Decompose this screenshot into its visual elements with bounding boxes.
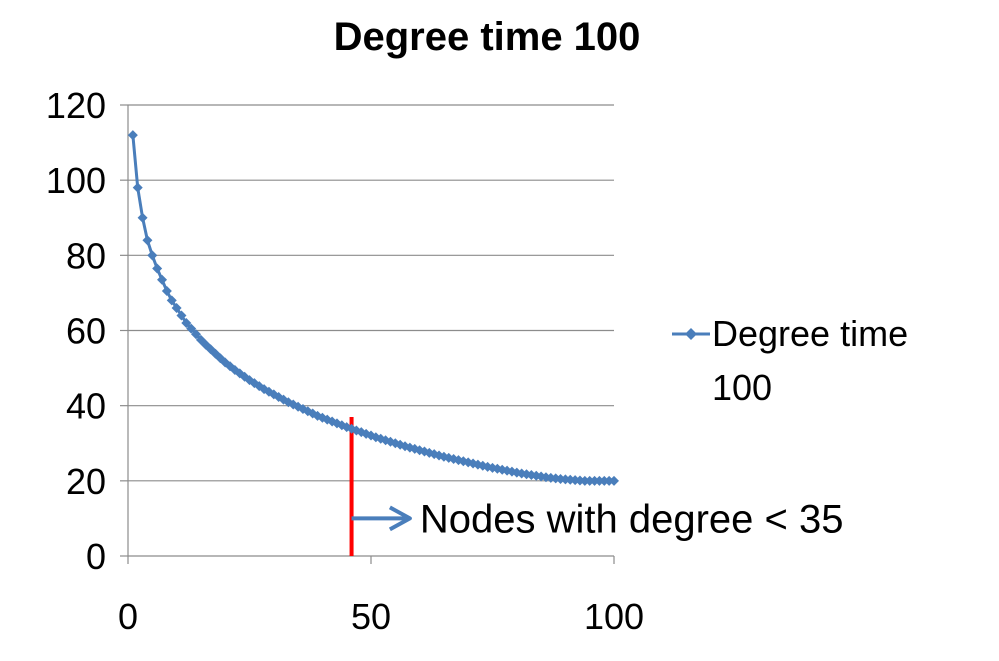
data-point: [137, 212, 148, 223]
y-tick-label: 80: [66, 235, 106, 276]
y-tick-label: 40: [66, 386, 106, 427]
data-point: [171, 302, 182, 313]
annotation-arrow-head: [388, 505, 412, 532]
chart-title: Degree time 100: [334, 15, 641, 59]
y-tick-label: 60: [66, 311, 106, 352]
data-point: [132, 182, 143, 193]
data-point: [186, 323, 197, 334]
data-point: [181, 317, 192, 328]
x-tick-label: 0: [118, 596, 138, 637]
x-axis-ticks: 0 50 100: [118, 596, 644, 637]
data-point: [127, 130, 138, 141]
data-point: [166, 295, 177, 306]
y-tick-label: 20: [66, 461, 106, 502]
annotations: Nodes with degree < 35: [349, 416, 844, 556]
y-tick-label: 100: [46, 160, 106, 201]
annotation-label: Nodes with degree < 35: [420, 497, 844, 541]
y-axis-ticks: 0 20 40 60 80 100 120: [46, 85, 106, 577]
data-point: [609, 475, 619, 486]
axes: [120, 104, 615, 564]
legend-swatch-marker: [685, 328, 697, 340]
y-tick-label: 0: [86, 536, 106, 577]
x-tick-label: 100: [584, 596, 644, 637]
data-point: [502, 465, 513, 476]
series-group: [127, 130, 619, 486]
x-tick-label: 50: [351, 596, 391, 637]
data-point: [191, 329, 202, 340]
legend-label: Degree time 100: [712, 313, 908, 408]
data-point: [161, 286, 172, 297]
legend: Degree time 100: [672, 313, 908, 408]
data-point: [157, 274, 168, 285]
gridlines: [128, 104, 614, 482]
data-point: [147, 250, 158, 261]
data-point: [152, 263, 163, 274]
data-point: [176, 310, 187, 321]
series-line: [131, 134, 614, 483]
data-point: [142, 235, 153, 246]
y-tick-label: 120: [46, 85, 106, 126]
